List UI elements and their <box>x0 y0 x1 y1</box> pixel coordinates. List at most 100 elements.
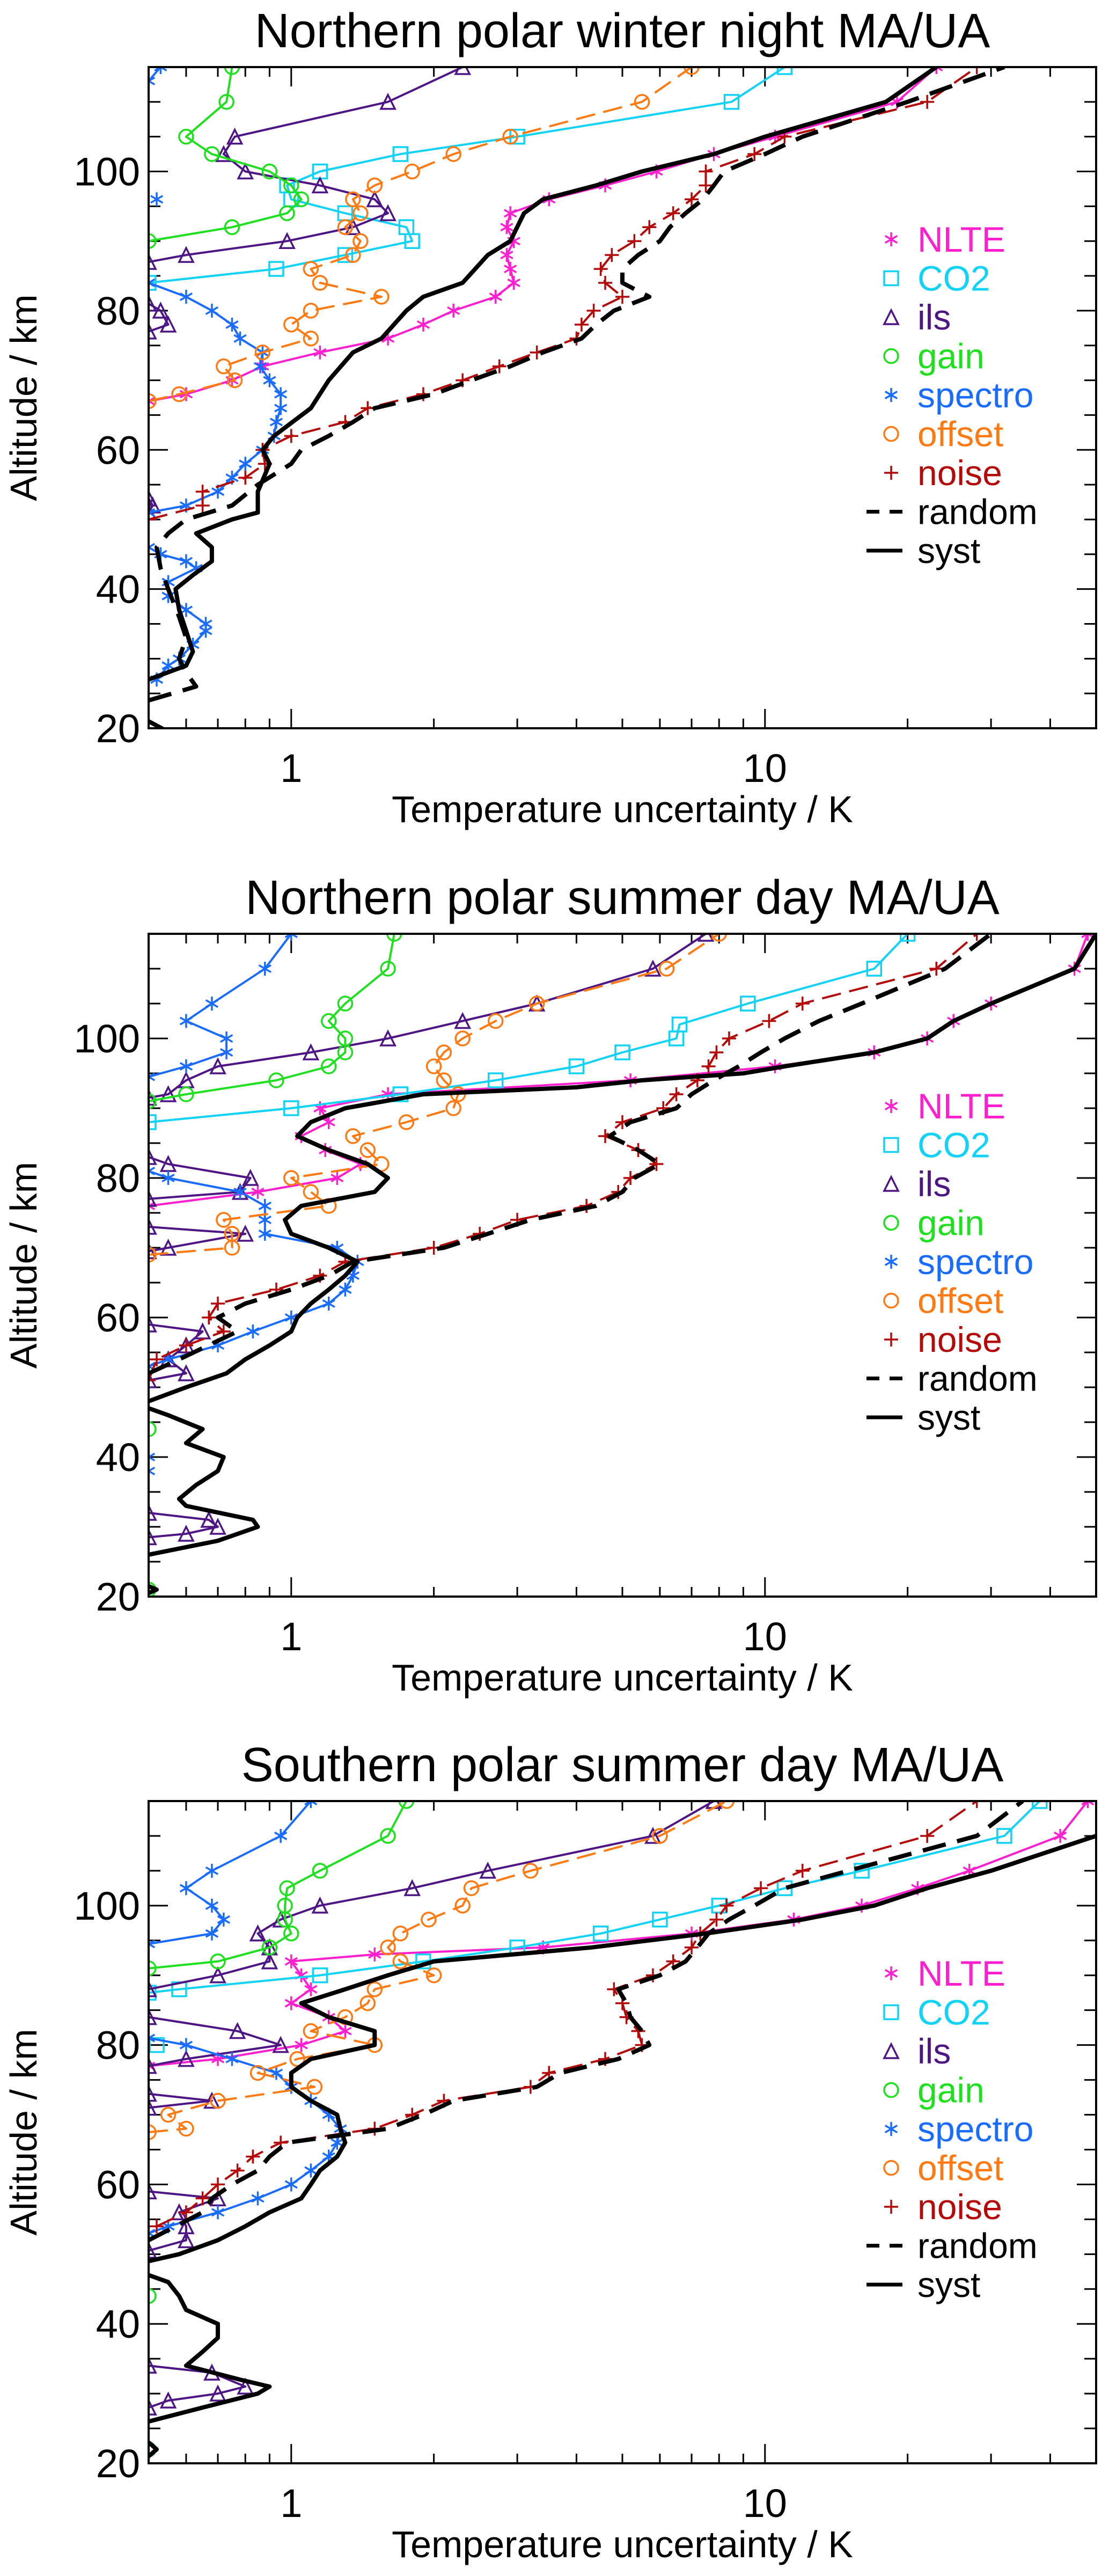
plot-frame <box>148 1800 1097 2464</box>
spectro-marker <box>304 1801 318 1808</box>
spectro-line <box>149 67 161 82</box>
legend-item-random: random <box>866 2226 1038 2266</box>
gain-marker <box>380 1828 396 1844</box>
spectro-marker <box>274 387 288 401</box>
gain-marker <box>149 233 157 249</box>
y-tick-label: 100 <box>74 1016 140 1061</box>
offset-marker <box>283 1170 299 1186</box>
nlte-marker <box>368 1947 381 1962</box>
co2-marker <box>671 1016 688 1033</box>
gain-marker <box>283 177 299 194</box>
ils-marker <box>149 2241 157 2259</box>
spectro-marker <box>149 1450 156 1464</box>
series-co2 <box>149 934 916 1130</box>
noise-marker <box>627 234 642 248</box>
legend-plus-icon <box>884 1333 898 1346</box>
x-tick-label: 10 <box>743 746 787 791</box>
plot-area <box>149 1801 1096 2458</box>
y-tick-label: 40 <box>96 2302 140 2346</box>
noise-marker <box>150 2219 164 2234</box>
series-nlte <box>149 934 1095 1213</box>
co2-marker <box>268 261 284 277</box>
random-line <box>149 1801 1024 2242</box>
ils-line <box>149 1226 247 1253</box>
offset-marker <box>345 191 361 208</box>
offset-marker <box>226 372 243 389</box>
legend-circle-icon <box>883 348 899 364</box>
offset-marker <box>216 358 232 375</box>
panel-3: Southern polar summer day MA/UA 1 10 20 40 60… <box>3 1738 1097 2565</box>
legend-circle-icon <box>883 1292 899 1309</box>
legend: NLTECO2ilsgainspectrooffsetnoiserandomsy… <box>866 219 1038 570</box>
ils-marker <box>149 1980 157 1997</box>
offset-marker <box>149 393 157 409</box>
legend-label: gain <box>917 1203 985 1243</box>
offset-marker <box>425 1967 442 1984</box>
legend-label: syst <box>917 531 980 570</box>
legend-circle-icon <box>883 426 899 442</box>
ils-marker <box>149 322 157 340</box>
noise-marker <box>795 1863 810 1878</box>
series-gain <box>149 67 310 249</box>
series-co2 <box>149 1801 1048 2053</box>
co2-marker <box>398 219 415 236</box>
spectro-marker <box>149 540 156 554</box>
offset-marker <box>249 2065 266 2081</box>
co2-marker <box>740 996 756 1012</box>
ils-marker <box>203 2091 221 2109</box>
noise-marker <box>284 429 298 443</box>
co2-line <box>149 1801 1041 1994</box>
offset-marker <box>359 1142 376 1158</box>
spectro-marker <box>246 1324 260 1338</box>
ils-marker <box>311 176 329 194</box>
ils-marker <box>178 2050 195 2067</box>
noise-marker <box>238 471 253 485</box>
gain-marker <box>293 191 310 208</box>
nlte-marker <box>503 206 517 221</box>
offset-marker <box>445 1100 461 1116</box>
noise-marker <box>211 1297 225 1311</box>
co2-marker <box>614 1044 630 1060</box>
legend-item-random: random <box>866 1359 1038 1399</box>
offset-marker <box>652 1828 668 1844</box>
y-tick-label: 100 <box>74 150 140 194</box>
ils-marker <box>644 960 662 977</box>
spectro-marker <box>179 554 193 568</box>
spectro-marker <box>258 962 271 976</box>
ils-marker <box>149 489 157 507</box>
series-random <box>149 67 1005 702</box>
spectro-marker <box>205 1926 219 1941</box>
syst-line <box>149 67 938 682</box>
legend-label: ils <box>917 1164 951 1204</box>
noise-marker <box>669 1087 684 1101</box>
noise-marker <box>762 1014 776 1028</box>
spectro-marker <box>284 934 298 941</box>
syst-line <box>149 1834 1096 2264</box>
ils-marker <box>178 2217 195 2235</box>
legend: NLTECO2ilsgainspectrooffsetnoiserandomsy… <box>866 1953 1038 2304</box>
spectro-marker <box>149 2226 156 2241</box>
co2-marker <box>996 1828 1012 1844</box>
co2-marker <box>149 275 157 291</box>
ils-marker <box>237 2377 254 2395</box>
series-syst <box>149 67 938 728</box>
ils-marker <box>149 253 157 270</box>
nlte-marker <box>251 1185 265 1199</box>
offset-line <box>149 67 693 402</box>
series-offset <box>149 1801 735 2140</box>
spectro-marker <box>269 2066 283 2080</box>
noise-marker <box>719 1898 734 1913</box>
ils-marker <box>209 1057 226 1074</box>
noise-line <box>149 934 978 1381</box>
gain-marker <box>149 1421 157 1437</box>
chart-title: Northern polar winter night MA/UA <box>255 4 990 58</box>
noise-marker <box>747 147 762 162</box>
gain-marker <box>279 1880 295 1897</box>
plot-area <box>149 934 1096 1597</box>
offset-marker <box>306 2079 323 2095</box>
ils-marker <box>200 1511 218 1528</box>
chart-title: Southern polar summer day MA/UA <box>241 1738 1004 1792</box>
spectro-marker <box>322 1297 335 1311</box>
legend-item-spectro: spectro <box>884 1242 1033 1282</box>
ils-marker <box>302 1043 320 1060</box>
